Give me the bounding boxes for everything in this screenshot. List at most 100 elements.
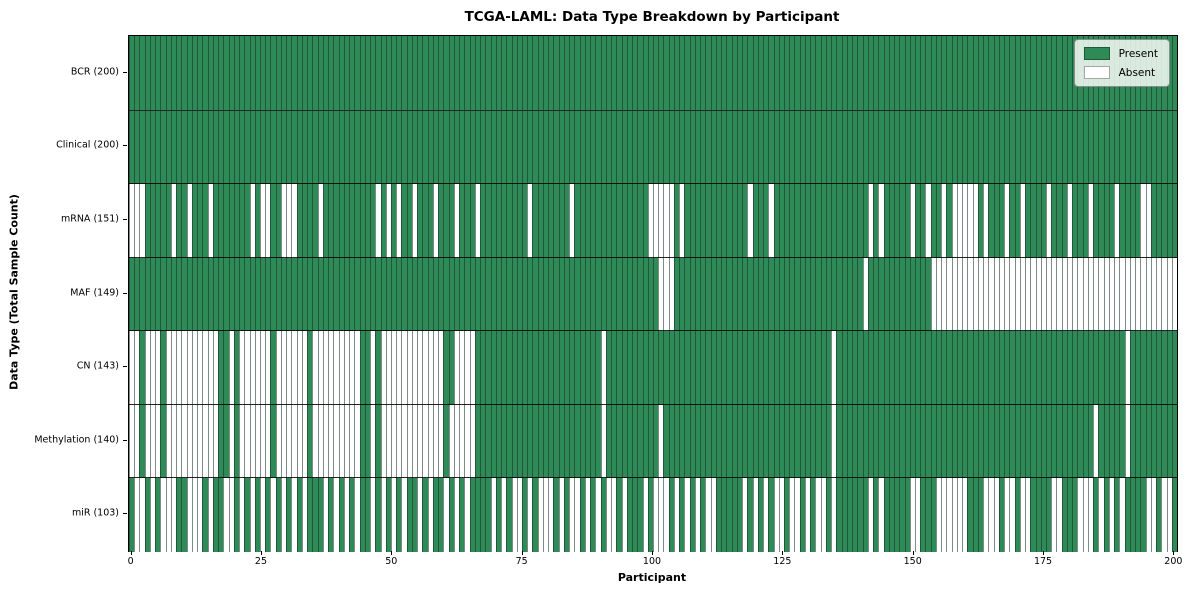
cell-Clinical-197 bbox=[1161, 110, 1167, 185]
cell-MAF-65 bbox=[469, 257, 475, 332]
cell-CN-142 bbox=[873, 331, 879, 405]
cell-Methylation-10 bbox=[181, 404, 187, 479]
cell-mRNA-81 bbox=[553, 184, 559, 258]
y-tick-label-CN: CN (143) bbox=[76, 360, 119, 372]
cell-CN-168 bbox=[1009, 331, 1015, 405]
cell-Clinical-77 bbox=[532, 110, 538, 185]
cell-BCR-110 bbox=[705, 36, 711, 110]
cell-BCR-13 bbox=[197, 36, 203, 110]
cell-Methylation-30 bbox=[286, 404, 292, 479]
cell-mRNA-16 bbox=[212, 184, 219, 258]
cell-BCR-6 bbox=[160, 36, 166, 110]
cell-Methylation-145 bbox=[888, 404, 895, 479]
cell-CN-59 bbox=[438, 331, 444, 405]
cell-Methylation-50 bbox=[391, 404, 397, 479]
cell-Clinical-117 bbox=[742, 110, 748, 185]
cell-miR-38 bbox=[328, 478, 334, 552]
cell-Methylation-28 bbox=[275, 404, 281, 479]
cell-CN-158 bbox=[956, 331, 963, 405]
cell-Methylation-66 bbox=[474, 404, 481, 479]
cell-CN-88 bbox=[590, 331, 596, 405]
cell-Clinical-42 bbox=[349, 110, 355, 185]
cell-miR-196 bbox=[1156, 478, 1162, 552]
cell-Methylation-142 bbox=[873, 404, 879, 479]
cell-miR-185 bbox=[1098, 478, 1104, 552]
cell-Methylation-144 bbox=[883, 404, 889, 479]
cell-CN-19 bbox=[228, 331, 234, 405]
cell-Methylation-12 bbox=[191, 404, 198, 479]
cell-Methylation-178 bbox=[1061, 404, 1067, 479]
cell-MAF-79 bbox=[542, 257, 549, 332]
cell-mRNA-46 bbox=[370, 184, 376, 258]
cell-miR-8 bbox=[170, 478, 177, 552]
cell-CN-87 bbox=[584, 331, 591, 405]
cell-Methylation-99 bbox=[647, 404, 653, 479]
cell-Clinical-191 bbox=[1129, 110, 1136, 185]
cell-miR-162 bbox=[977, 478, 984, 552]
cell-miR-157 bbox=[951, 478, 957, 552]
cell-BCR-86 bbox=[579, 36, 585, 110]
cell-MAF-36 bbox=[317, 257, 323, 332]
y-tick-label-miR: miR (103) bbox=[71, 507, 119, 519]
cell-BCR-71 bbox=[501, 36, 507, 110]
cell-CN-134 bbox=[831, 331, 837, 405]
cell-mRNA-178 bbox=[1061, 184, 1067, 258]
cell-CN-35 bbox=[312, 331, 318, 405]
cell-mRNA-164 bbox=[988, 184, 994, 258]
cell-miR-180 bbox=[1072, 478, 1078, 552]
cell-Methylation-46 bbox=[370, 404, 376, 479]
cell-Clinical-56 bbox=[422, 110, 428, 185]
cell-MAF-147 bbox=[899, 257, 905, 332]
cell-MAF-20 bbox=[233, 257, 240, 332]
cell-CN-71 bbox=[501, 331, 507, 405]
cell-Clinical-91 bbox=[605, 110, 612, 185]
cell-Methylation-188 bbox=[1114, 404, 1120, 479]
cell-miR-173 bbox=[1035, 478, 1041, 552]
cell-MAF-126 bbox=[789, 257, 795, 332]
cell-miR-16 bbox=[212, 478, 219, 552]
cell-MAF-157 bbox=[951, 257, 957, 332]
cell-CN-52 bbox=[401, 331, 407, 405]
cell-BCR-161 bbox=[972, 36, 978, 110]
cell-Clinical-161 bbox=[972, 110, 978, 185]
cell-Clinical-146 bbox=[894, 110, 900, 185]
cell-BCR-57 bbox=[427, 36, 433, 110]
cell-CN-94 bbox=[621, 331, 627, 405]
cell-CN-30 bbox=[286, 331, 292, 405]
cell-MAF-131 bbox=[815, 257, 821, 332]
cell-mRNA-92 bbox=[611, 184, 617, 258]
cell-miR-171 bbox=[1025, 478, 1031, 552]
cell-MAF-188 bbox=[1114, 257, 1120, 332]
cell-Methylation-91 bbox=[605, 404, 612, 479]
cell-miR-43 bbox=[354, 478, 360, 552]
cell-miR-48 bbox=[380, 478, 386, 552]
cell-Clinical-27 bbox=[270, 110, 276, 185]
cell-CN-70 bbox=[495, 331, 502, 405]
cell-CN-160 bbox=[967, 331, 973, 405]
cell-Clinical-5 bbox=[155, 110, 161, 185]
cell-MAF-80 bbox=[548, 257, 554, 332]
cell-Clinical-168 bbox=[1009, 110, 1015, 185]
cell-miR-14 bbox=[202, 478, 208, 552]
cell-miR-31 bbox=[291, 478, 297, 552]
cell-miR-106 bbox=[684, 478, 690, 552]
plot-area bbox=[128, 35, 1178, 552]
cell-Clinical-79 bbox=[542, 110, 549, 185]
cell-miR-35 bbox=[312, 478, 318, 552]
cell-mRNA-1 bbox=[134, 184, 140, 258]
cell-Clinical-127 bbox=[794, 110, 800, 185]
cell-MAF-49 bbox=[385, 257, 391, 332]
cell-mRNA-40 bbox=[338, 184, 344, 258]
cell-Methylation-84 bbox=[569, 404, 575, 479]
cell-Methylation-56 bbox=[422, 404, 428, 479]
cell-BCR-105 bbox=[679, 36, 685, 110]
cell-MAF-186 bbox=[1103, 257, 1109, 332]
cell-MAF-96 bbox=[632, 257, 638, 332]
cell-MAF-71 bbox=[501, 257, 507, 332]
cell-Methylation-115 bbox=[731, 404, 737, 479]
cell-Methylation-96 bbox=[632, 404, 638, 479]
cell-miR-79 bbox=[542, 478, 549, 552]
cell-CN-42 bbox=[349, 331, 355, 405]
cell-miR-9 bbox=[176, 478, 182, 552]
cell-MAF-161 bbox=[972, 257, 978, 332]
